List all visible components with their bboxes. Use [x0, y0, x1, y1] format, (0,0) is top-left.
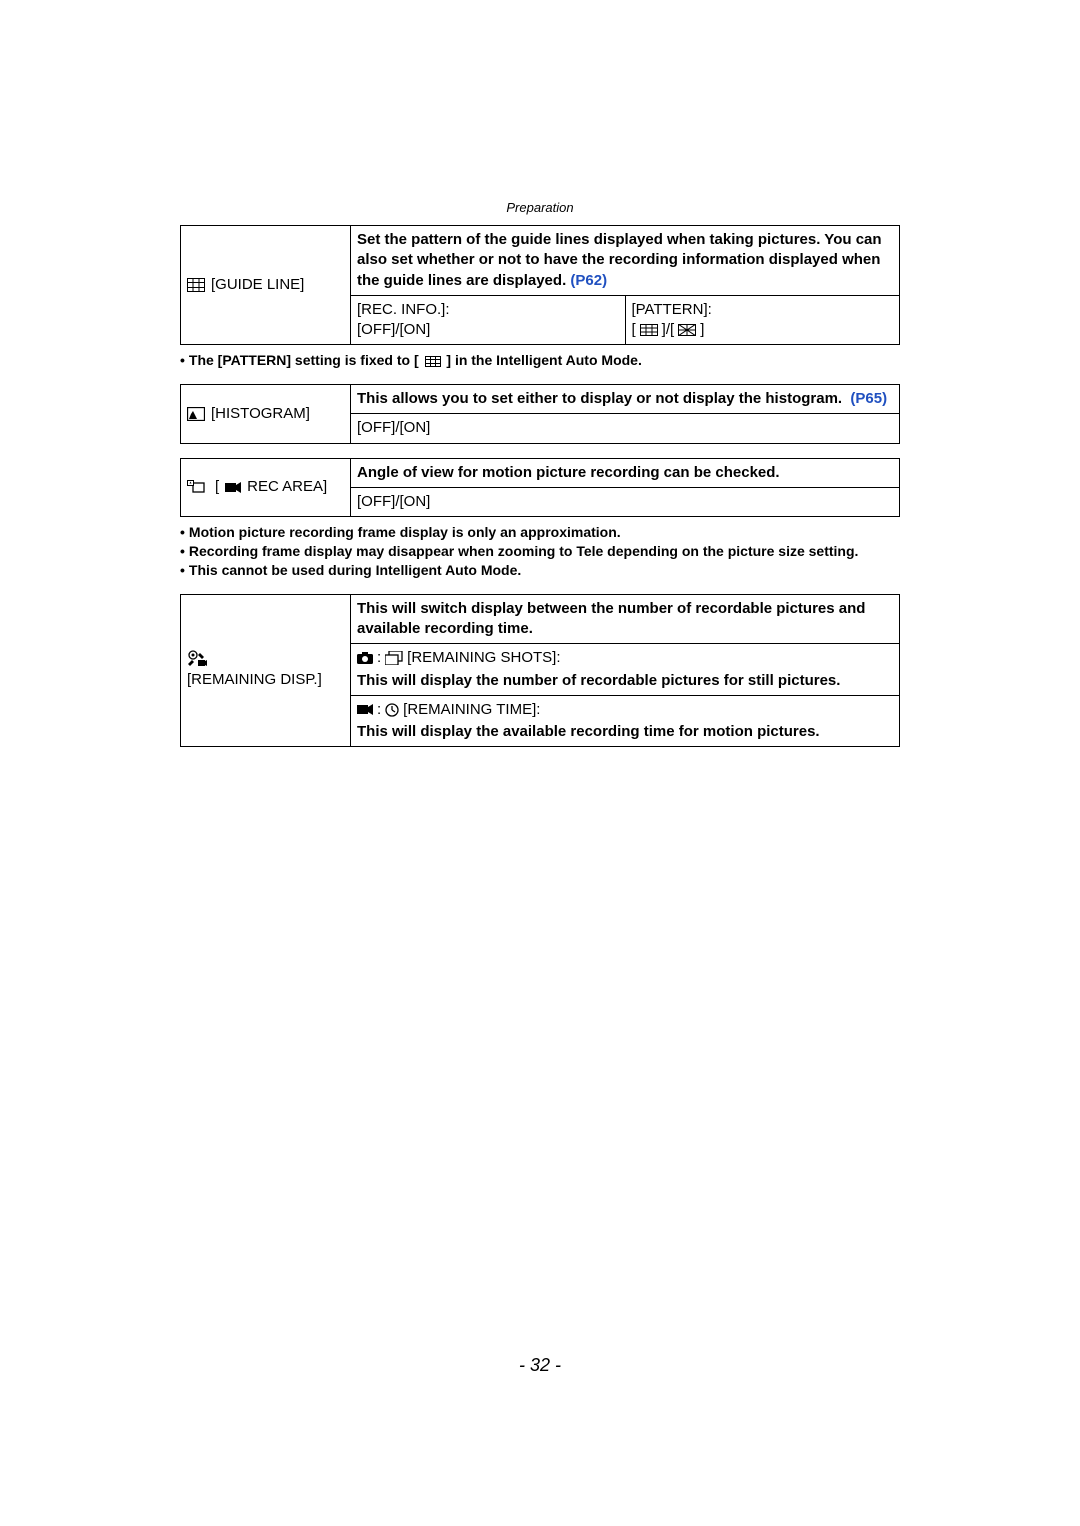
frames-icon: [385, 651, 403, 665]
rec-info-cell: [REC. INFO.]: [OFF]/[ON]: [351, 295, 626, 345]
rec-info-label: [REC. INFO.]:: [357, 300, 619, 320]
rec-info-options: [OFF]/[ON]: [357, 320, 619, 340]
histogram-table: [HISTOGRAM] This allows you to set eithe…: [180, 384, 900, 444]
pattern-mid: ]/[: [662, 320, 675, 340]
rec-area-options: [OFF]/[ON]: [351, 487, 900, 516]
guide-line-notes: • The [PATTERN] setting is fixed to [ ] …: [180, 351, 900, 370]
rec-area-description: Angle of view for motion picture recordi…: [351, 458, 900, 487]
guide-line-label: [GUIDE LINE]: [211, 275, 304, 295]
motion-rec-icon: [187, 480, 209, 494]
pattern-options: [ ]/[: [632, 320, 894, 340]
histogram-link[interactable]: (P65): [850, 390, 887, 407]
remaining-shots-cell: : [REMAINING SHOTS]: This will display t…: [351, 644, 900, 696]
video-icon: [225, 482, 241, 493]
rec-area-prefix: [: [215, 477, 219, 497]
pattern-label: [PATTERN]:: [632, 300, 894, 320]
time-prefix: :: [377, 700, 381, 720]
rec-area-note-3: This cannot be used during Intelligent A…: [189, 561, 521, 580]
rec-area-notes: •Motion picture recording frame display …: [180, 523, 900, 580]
bullet-icon: •: [180, 542, 185, 561]
histogram-description: This allows you to set either to display…: [357, 390, 842, 407]
guide-line-table: [GUIDE LINE] Set the pattern of the guid…: [180, 225, 900, 345]
bullet-icon: •: [180, 523, 185, 542]
guide-line-link[interactable]: (P62): [570, 272, 607, 289]
remaining-disp-table: [REMAINING DISP.] This will switch displ…: [180, 594, 900, 748]
remaining-shots-desc: This will display the number of recordab…: [357, 671, 893, 691]
remaining-disp-top-desc: This will switch display between the num…: [351, 594, 900, 644]
rec-area-note-2: Recording frame display may disappear wh…: [189, 542, 859, 561]
pattern-suffix: ]: [700, 320, 704, 340]
histogram-description-cell: This allows you to set either to display…: [351, 385, 900, 414]
grid-icon: [640, 324, 658, 336]
histogram-options-cell: [OFF]/[ON]: [351, 414, 900, 443]
remaining-time-cell: : [REMAINING TIME]: This will display th…: [351, 695, 900, 747]
guide-line-description-cell: Set the pattern of the guide lines displ…: [351, 226, 900, 296]
rec-area-table: [ REC AREA] Angle of view for motion pic…: [180, 458, 900, 518]
bullet-icon: •: [180, 351, 185, 370]
rec-area-label: REC AREA]: [247, 477, 327, 497]
clock-icon: [385, 703, 399, 717]
diagonal-grid-icon: [678, 324, 696, 336]
guide-line-note-prefix: The [PATTERN] setting is fixed to [: [189, 352, 419, 368]
histogram-icon: [187, 407, 205, 421]
guide-line-label-cell: [GUIDE LINE]: [181, 226, 351, 345]
remaining-disp-label-cell: [REMAINING DISP.]: [181, 594, 351, 747]
guide-line-note-suffix: ] in the Intelligent Auto Mode.: [446, 352, 641, 368]
shots-prefix: :: [377, 648, 381, 668]
camera-icon: [357, 652, 373, 664]
pattern-prefix: [: [632, 320, 636, 340]
guide-line-description: Set the pattern of the guide lines displ…: [357, 231, 882, 289]
histogram-label: [HISTOGRAM]: [211, 404, 310, 424]
section-header: Preparation: [180, 200, 900, 215]
camera-switch-icon: [187, 650, 207, 668]
page-number: - 32 -: [0, 1355, 1080, 1376]
grid-icon: [187, 278, 205, 292]
remaining-shots-label: [REMAINING SHOTS]:: [407, 648, 560, 668]
rec-area-label-cell: [ REC AREA]: [181, 458, 351, 517]
remaining-time-desc: This will display the available recordin…: [357, 722, 893, 742]
bullet-icon: •: [180, 561, 185, 580]
remaining-disp-label: [REMAINING DISP.]: [187, 670, 344, 690]
histogram-options: [OFF]/[ON]: [357, 419, 430, 436]
grid-icon: [425, 356, 441, 367]
rec-area-note-1: Motion picture recording frame display i…: [189, 523, 621, 542]
remaining-time-label: [REMAINING TIME]:: [403, 700, 540, 720]
pattern-cell: [PATTERN]: [ ]/[: [625, 295, 900, 345]
histogram-label-cell: [HISTOGRAM]: [181, 385, 351, 444]
video-icon: [357, 704, 373, 715]
